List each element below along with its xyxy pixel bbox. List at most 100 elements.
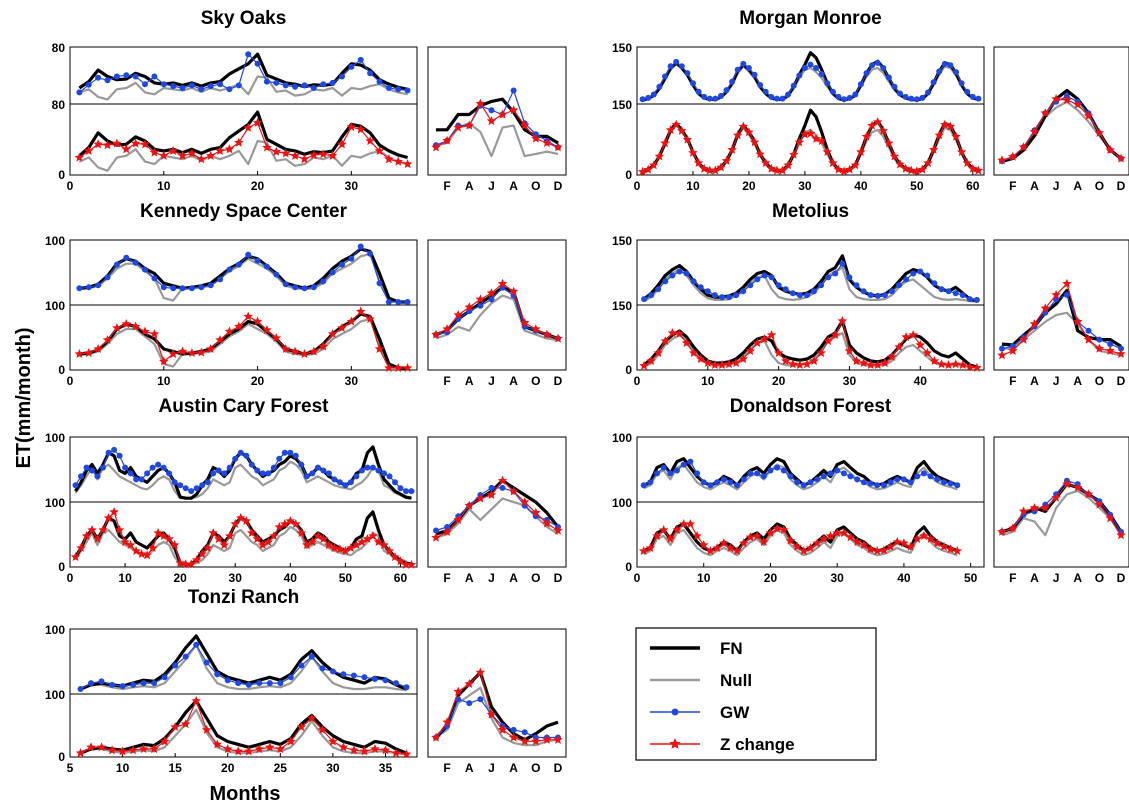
gw-point	[133, 74, 139, 80]
gw-point	[684, 70, 690, 76]
x-tick-label: 10	[697, 571, 711, 585]
gw-point	[120, 683, 126, 689]
gw-point	[970, 94, 976, 100]
gw-point	[868, 292, 874, 298]
gw-point	[836, 94, 842, 100]
gw-point	[752, 72, 758, 78]
gw-point	[255, 61, 261, 67]
month-tick-label: D	[554, 571, 563, 585]
legend-label: GW	[720, 703, 750, 722]
gw-point	[946, 288, 952, 294]
gw-point	[881, 482, 887, 488]
x-tick-label: 0	[634, 179, 641, 193]
gw-point	[76, 285, 82, 291]
gw-point	[155, 462, 161, 468]
gw-point	[679, 63, 685, 69]
x-tick-label: 30	[229, 571, 243, 585]
gw-point	[298, 663, 304, 669]
gw-point	[741, 476, 747, 482]
x-axis-label: Months	[209, 783, 280, 805]
gw-point	[180, 85, 186, 91]
gw-point	[729, 79, 735, 85]
gw-point	[662, 74, 668, 80]
z-change-point	[300, 349, 310, 358]
gw-point	[89, 468, 95, 474]
y-axis-label: ET(mm/month)	[13, 327, 35, 468]
gw-point	[769, 274, 775, 280]
gw-point	[214, 671, 220, 677]
x-tick-label: 60	[966, 179, 980, 193]
gw-point	[78, 473, 84, 479]
x-tick-label: 40	[914, 374, 928, 388]
gw-point	[238, 450, 244, 456]
gw-point	[511, 727, 517, 733]
z-change-point	[75, 349, 85, 358]
gw-point	[818, 282, 824, 288]
gw-point	[874, 482, 880, 488]
gw-point	[1096, 337, 1102, 343]
y-tick-label: 100	[45, 496, 65, 510]
x-tick-label: 0	[67, 571, 74, 585]
gw-point	[189, 82, 195, 88]
gw-point	[283, 82, 289, 88]
gw-point	[667, 470, 673, 476]
bottom-subplot	[639, 519, 962, 555]
gw-point	[967, 296, 973, 302]
gw-point	[292, 284, 298, 290]
gw-point	[337, 479, 343, 485]
gw-point	[794, 479, 800, 485]
y-tick-label: 0	[58, 750, 65, 764]
month-tick-label: J	[488, 571, 495, 585]
gw-point	[705, 288, 711, 294]
z-change-point	[1116, 349, 1126, 358]
series-line-z-change	[79, 312, 407, 369]
gw-point	[221, 470, 227, 476]
bottom-subplot	[639, 316, 981, 372]
gw-point	[293, 453, 299, 459]
gw-point	[330, 80, 336, 86]
gw-point	[903, 276, 909, 282]
y-tick-label: 0	[58, 168, 65, 182]
gw-point	[754, 276, 760, 282]
x-tick-label: 50	[339, 571, 353, 585]
y-tick-label: 100	[612, 431, 632, 445]
month-tick-label: J	[1053, 374, 1060, 388]
gw-point	[151, 74, 157, 80]
gw-point	[897, 91, 903, 97]
gw-point	[914, 473, 920, 479]
gw-point	[882, 292, 888, 298]
legend-label: Null	[720, 671, 752, 690]
gw-point	[801, 482, 807, 488]
z-change-point	[944, 360, 954, 369]
gw-point	[814, 476, 820, 482]
gw-point	[170, 285, 176, 291]
x-tick-label: 30	[831, 571, 845, 585]
gw-point	[95, 75, 101, 81]
y-tick-label: 150	[612, 41, 632, 55]
panel-metolius: Metolius15015000 10 20 30 40 F A J A O D	[612, 201, 1129, 388]
gw-point	[673, 59, 679, 65]
gw-point	[249, 462, 255, 468]
gw-point	[265, 470, 271, 476]
gw-point	[500, 485, 506, 491]
gw-point	[172, 479, 178, 485]
z-change-point	[553, 735, 563, 744]
gw-point	[386, 85, 392, 91]
plots-layer: Sky Oaks808000 10 20 30 F A J A O DMorgan Monroe1…	[45, 8, 1129, 775]
gw-point	[405, 88, 411, 94]
gw-point	[358, 57, 364, 63]
gw-point	[298, 462, 304, 468]
gw-point	[377, 79, 383, 85]
gw-point	[78, 686, 84, 692]
gw-point	[854, 476, 860, 482]
timeseries-frame	[70, 629, 417, 757]
gw-point	[661, 465, 667, 471]
series-line-z-change	[1002, 99, 1121, 160]
gw-point	[869, 62, 875, 68]
gw-point	[161, 284, 167, 290]
gw-point	[825, 274, 831, 280]
gw-point	[747, 282, 753, 288]
gw-point	[319, 665, 325, 671]
z-change-point	[84, 348, 94, 357]
series-line-fn	[1002, 290, 1121, 346]
